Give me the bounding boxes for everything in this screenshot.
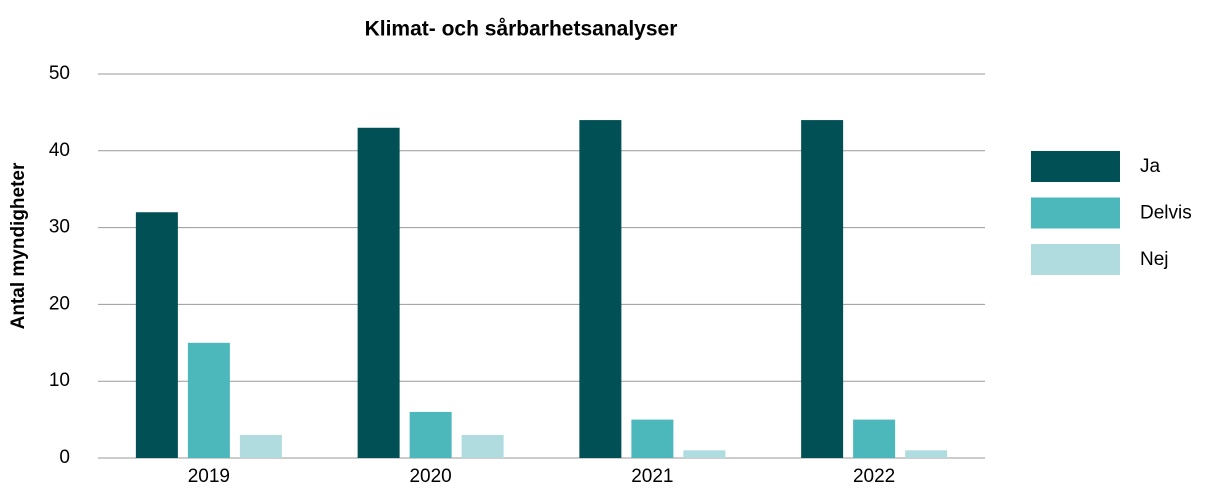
y-tick-label: 40 xyxy=(49,140,70,161)
x-tick-label: 2021 xyxy=(631,466,673,487)
y-tick-label: 20 xyxy=(49,293,70,314)
bar xyxy=(579,120,622,458)
legend-swatch xyxy=(1031,197,1120,229)
bar xyxy=(853,419,896,458)
legend-label: Nej xyxy=(1140,249,1169,270)
bar xyxy=(461,434,504,458)
bar xyxy=(905,450,948,458)
x-tick-label: 2022 xyxy=(853,466,895,487)
bar xyxy=(683,450,726,458)
y-tick-label: 50 xyxy=(49,63,70,84)
legend-swatch xyxy=(1031,151,1120,182)
bar xyxy=(801,120,844,458)
bar xyxy=(187,342,230,458)
bar xyxy=(135,212,178,458)
legend-label: Delvis xyxy=(1140,203,1192,224)
x-tick-label: 2019 xyxy=(188,466,230,487)
y-tick-label: 10 xyxy=(49,370,70,391)
y-axis-title: Antal myndigheter xyxy=(8,162,29,329)
y-tick-label: 0 xyxy=(59,447,70,468)
bar xyxy=(631,419,674,458)
x-tick-label: 2020 xyxy=(409,466,451,487)
bar xyxy=(239,434,282,458)
bar xyxy=(409,411,452,458)
chart-title: Klimat- och sårbarhetsanalyser xyxy=(365,18,678,41)
y-tick-label: 30 xyxy=(49,217,70,238)
bar xyxy=(357,127,400,458)
legend-label: Ja xyxy=(1140,156,1161,177)
legend-swatch xyxy=(1031,244,1120,275)
